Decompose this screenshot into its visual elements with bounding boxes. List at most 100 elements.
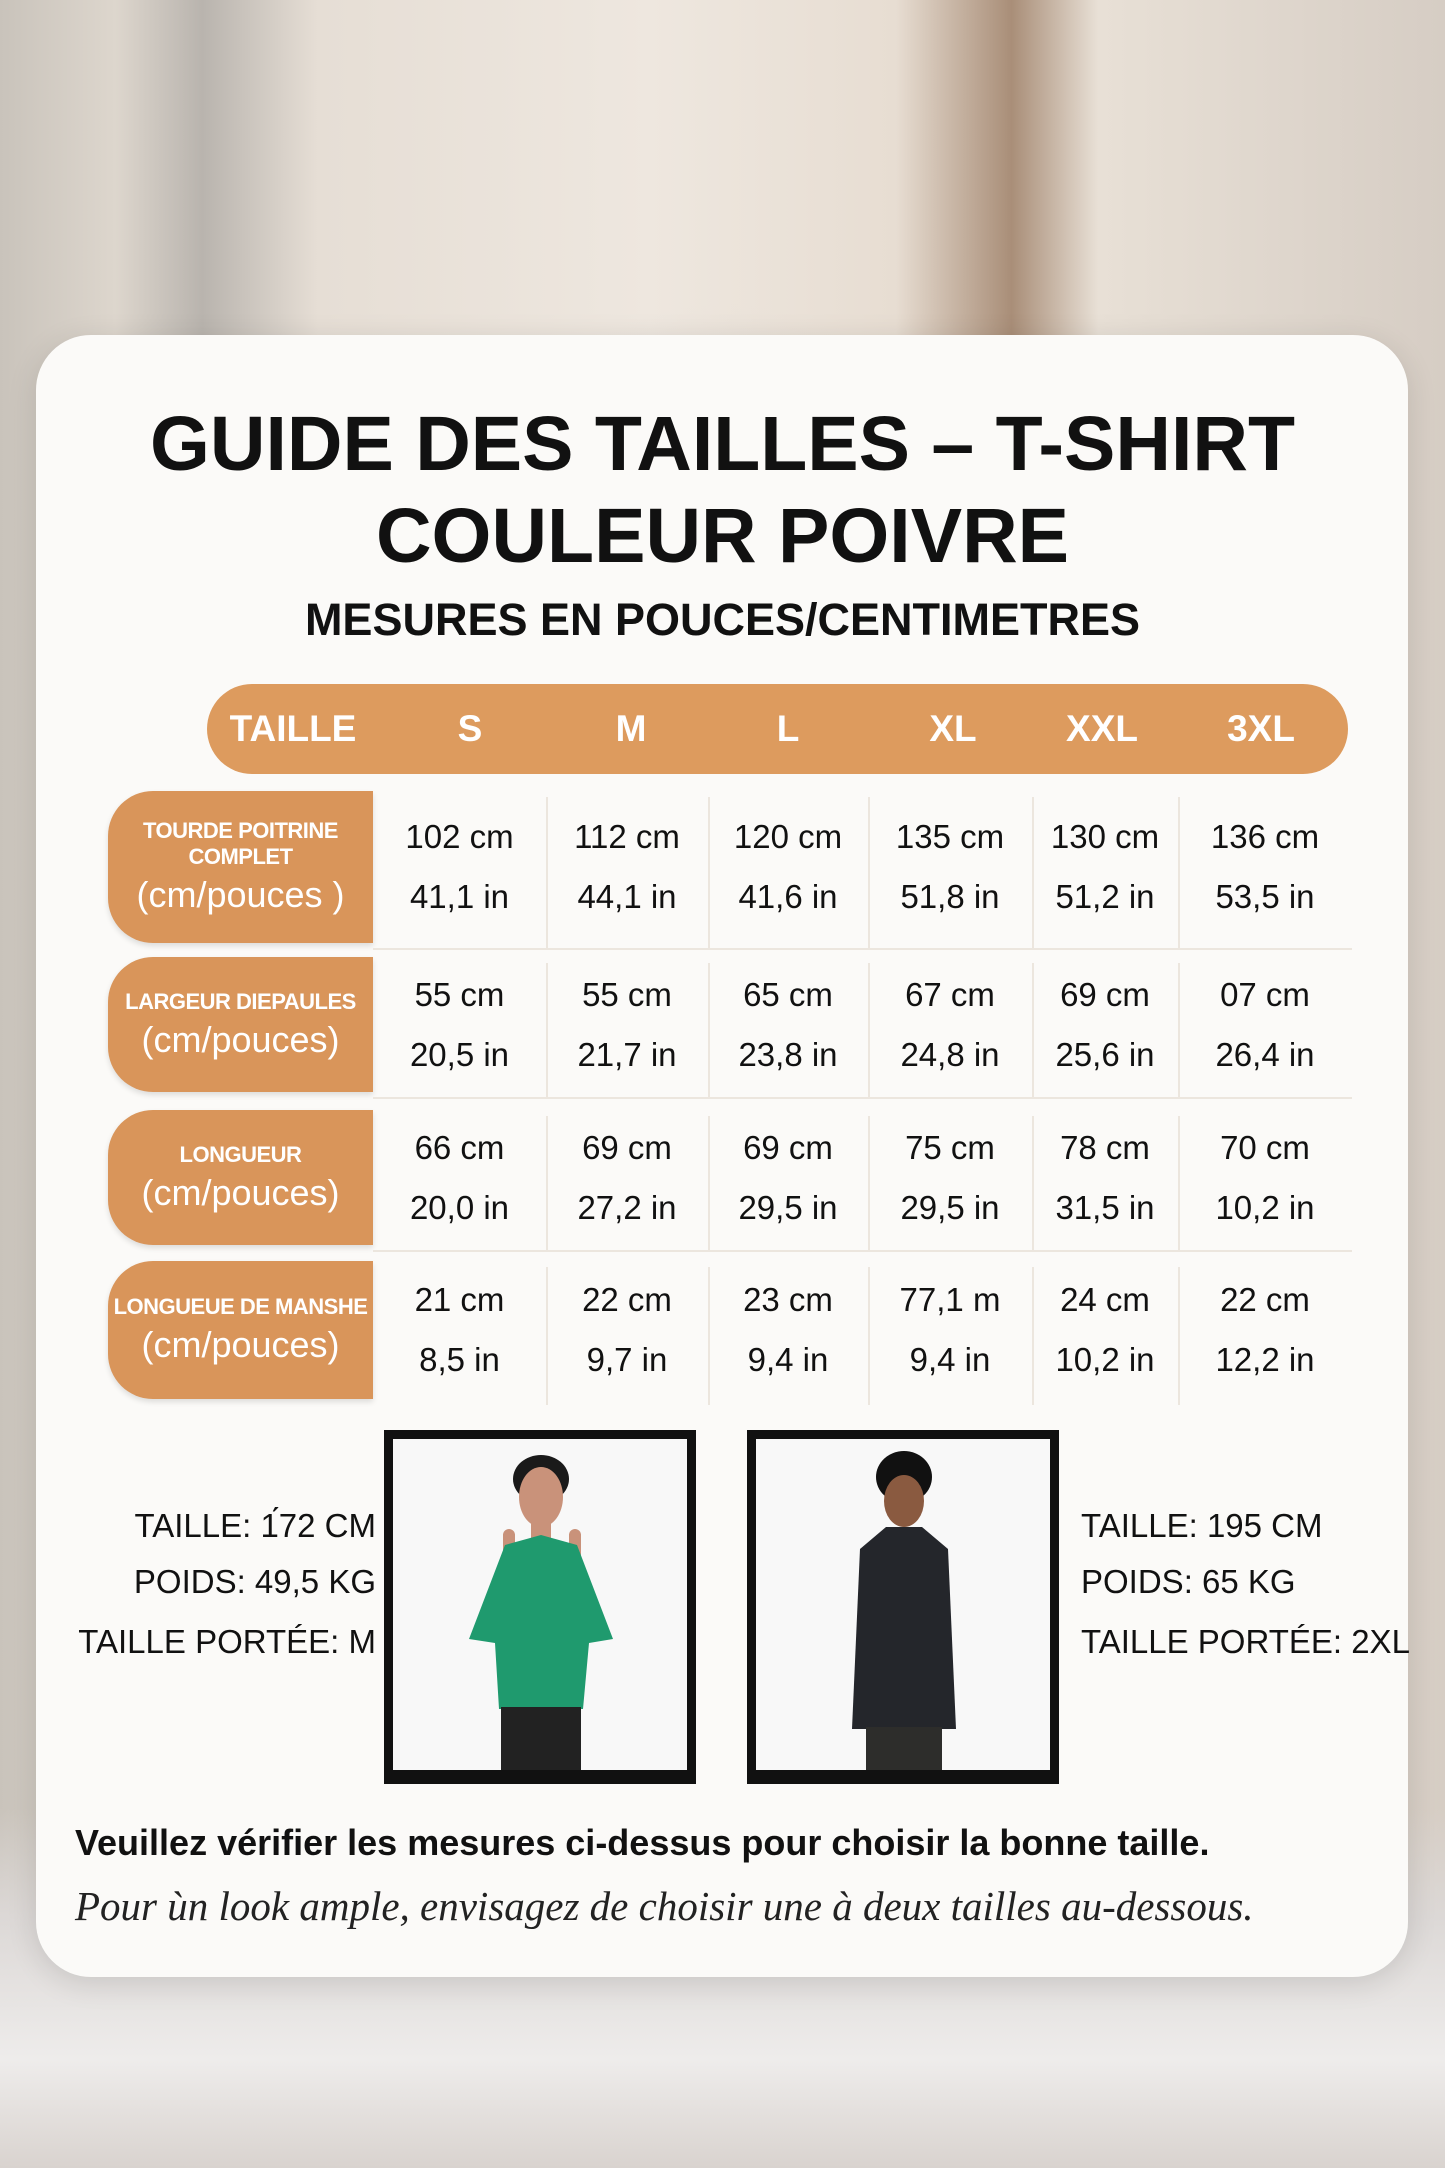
cell-cm: 65 cm (743, 975, 833, 1013)
row-divider (373, 1097, 1352, 1099)
table-cell: 70 cm 10,2 in (1178, 1110, 1352, 1245)
table-cell: 69 cm 27,2 in (546, 1110, 708, 1245)
header-xl: XL (929, 708, 977, 749)
table-cell: 136 cm 53,5 in (1178, 791, 1352, 943)
table-cell: 22 cm 12,2 in (1178, 1261, 1352, 1399)
size-header-bar (207, 684, 1348, 774)
table-cell: 69 cm 29,5 in (708, 1110, 868, 1245)
table-cell: 55 cm 21,7 in (546, 957, 708, 1092)
column-divider (708, 797, 710, 949)
cell-in: 41,6 in (738, 878, 838, 915)
model2-height: TAILLE: 195 CM (1081, 1507, 1323, 1544)
cell-in: 44,1 in (577, 878, 677, 915)
column-divider (546, 797, 548, 949)
row-label-title: TOURDE POITRINE COMPLET (142, 818, 339, 869)
table-cell: 24 cm 10,2 in (1032, 1261, 1178, 1399)
row-label: LONGUEUE DE MANSHE (cm/pouces) (108, 1261, 373, 1399)
column-divider (1032, 797, 1034, 949)
cell-in: 20,5 in (409, 1035, 510, 1073)
table-cell: 120 cm 41,6 in (708, 791, 868, 943)
cell-in: 23,8 in (738, 1035, 838, 1073)
table-cell: 78 cm 31,5 in (1032, 1110, 1178, 1245)
cell-in: 8,5 in (419, 1341, 500, 1378)
footer-instruction: Veuillez vérifier les mesures ci-dessus … (75, 1822, 1210, 1863)
model1-size: TAILLE PORTÉE: M (78, 1623, 376, 1660)
table-cell: 07 cm 26,4 in (1178, 957, 1352, 1092)
page-subtitle: MESURES EN POUCES/CENTIMETRES (304, 594, 1141, 645)
cell-cm: 120 cm (733, 818, 843, 855)
table-cell: 130 cm 51,2 in (1032, 791, 1178, 943)
row-label: LONGUEUR (cm/pouces) (108, 1110, 373, 1245)
cell-in: 21,7 in (577, 1035, 677, 1073)
header-taille: TAILLE (229, 708, 357, 749)
cell-cm: 69 cm (1060, 975, 1150, 1013)
column-divider (546, 963, 548, 1098)
column-divider (868, 1267, 870, 1405)
cell-cm: 135 cm (895, 818, 1005, 855)
column-divider (868, 1116, 870, 1251)
cell-in: 53,5 in (1215, 878, 1315, 915)
cell-cm: 102 cm (405, 818, 514, 855)
page-title-line2: COULEUR POIVRE (375, 493, 1070, 579)
column-divider (1032, 1116, 1034, 1251)
column-divider (546, 1116, 548, 1251)
cell-cm: 55 cm (582, 975, 672, 1013)
row-label-title: LARGEUR DIEPAULES (125, 988, 356, 1014)
column-divider (546, 1267, 548, 1405)
column-divider (1032, 1267, 1034, 1405)
cell-cm: 23 cm (743, 1281, 833, 1318)
cell-cm: 78 cm (1060, 1128, 1150, 1166)
header-3xl: 3XL (1227, 708, 1295, 749)
cell-cm: 70 cm (1220, 1128, 1310, 1166)
column-divider (1032, 963, 1034, 1098)
cell-in: 29,5 in (738, 1188, 838, 1226)
page-title: GUIDE DES TAILLES – T-SHIRT (149, 401, 1296, 487)
table-cell: 102 cm 41,1 in (373, 791, 546, 943)
cell-in: 10,2 in (1055, 1341, 1155, 1378)
cell-in: 26,4 in (1215, 1035, 1315, 1073)
cell-cm: 69 cm (582, 1128, 672, 1166)
table-cell: 77,1 m 9,4 in (868, 1261, 1032, 1399)
row-label-title: LONGUEUR (179, 1141, 302, 1167)
header-m: M (615, 708, 647, 749)
cell-cm: 24 cm (1060, 1281, 1150, 1318)
table-cell: 75 cm 29,5 in (868, 1110, 1032, 1245)
table-cell: 23 cm 9,4 in (708, 1261, 868, 1399)
cell-cm: 21 cm (414, 1281, 505, 1318)
cell-cm: 55 cm (414, 975, 505, 1013)
column-divider (1178, 797, 1180, 949)
cell-cm: 22 cm (1220, 1281, 1310, 1318)
cell-in: 10,2 in (1215, 1188, 1315, 1226)
cell-in: 24,8 in (900, 1035, 1000, 1073)
row-label: LARGEUR DIEPAULES (cm/pouces) (108, 957, 373, 1092)
column-divider (868, 963, 870, 1098)
header-xxl: XXL (1066, 708, 1138, 749)
cell-in: 9,4 in (909, 1341, 991, 1378)
cell-cm: 07 cm (1220, 975, 1310, 1013)
column-divider (708, 1267, 710, 1405)
table-cell: 66 cm 20,0 in (373, 1110, 546, 1245)
column-divider (1178, 963, 1180, 1098)
table-cell: 67 cm 24,8 in (868, 957, 1032, 1092)
table-cell: 112 cm 44,1 in (546, 791, 708, 943)
row-label-unit: (cm/pouces ) (136, 874, 345, 915)
model1-height: TAILLE: 1́72 CM (134, 1507, 377, 1544)
cell-cm: 112 cm (574, 818, 680, 855)
column-divider (708, 1116, 710, 1251)
row-label-title: LONGUEUE DE MANSHE (113, 1294, 368, 1319)
cell-in: 9,7 in (586, 1341, 668, 1378)
table-cell: 65 cm 23,8 in (708, 957, 868, 1092)
row-label-unit: (cm/pouces) (141, 1171, 340, 1213)
cell-cm: 67 cm (905, 975, 995, 1013)
cell-cm: 69 cm (743, 1128, 833, 1166)
cell-cm: 75 cm (905, 1128, 995, 1166)
column-divider (1178, 1116, 1180, 1251)
model1-weight: POIDS: 49,5 KG (133, 1563, 376, 1600)
row-label: TOURDE POITRINE COMPLET (cm/pouces ) (108, 791, 373, 943)
column-divider (868, 797, 870, 949)
header-s: S (457, 708, 483, 749)
model2-weight: POIDS: 65 KG (1081, 1563, 1296, 1600)
column-divider (1178, 1267, 1180, 1405)
model1-photo (384, 1430, 696, 1784)
row-label-unit: (cm/pouces) (141, 1324, 340, 1365)
